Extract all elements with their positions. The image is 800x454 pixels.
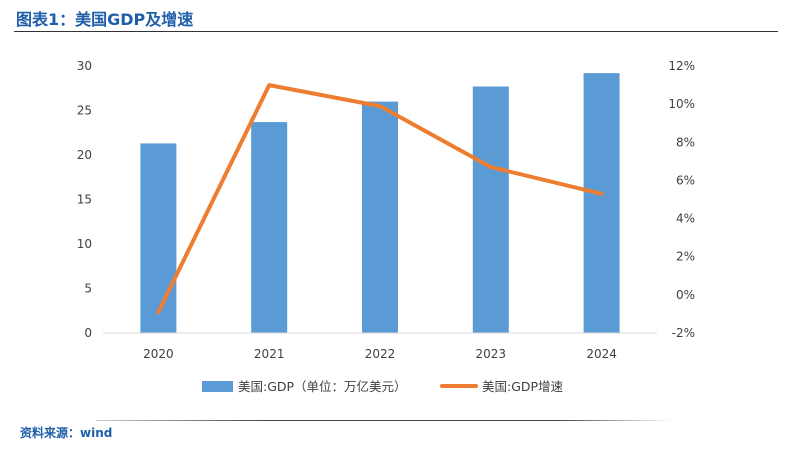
right-tick-label: -2% (672, 326, 695, 340)
right-tick-label: 12% (668, 59, 695, 73)
legend-gdp-label: 美国:GDP（单位：万亿美元） (238, 379, 407, 394)
title-divider (14, 31, 778, 32)
x-axis-ticks: 2020 2021 2022 2023 2024 (143, 347, 617, 361)
gdp-bars (140, 73, 620, 334)
gdp-bar-2022 (362, 101, 398, 333)
left-tick-label: 20 (77, 148, 92, 162)
data-source: 资料来源：wind (20, 426, 113, 440)
left-tick-label: 15 (77, 193, 92, 207)
x-tick-label: 2024 (586, 347, 617, 361)
left-axis-ticks: 0 5 10 15 20 25 30 (77, 59, 92, 340)
left-tick-label: 25 (77, 104, 92, 118)
right-axis-ticks: -2% 0% 2% 4% 6% 8% 10% 12% (668, 59, 695, 340)
gdp-bar-2024 (583, 73, 620, 334)
gdp-bar-2020 (140, 143, 177, 333)
chart-legend: 美国:GDP（单位：万亿美元） 美国:GDP增速 (202, 379, 564, 394)
right-tick-label: 2% (676, 250, 695, 264)
legend-gdp-swatch (202, 381, 233, 392)
legend-growth-label: 美国:GDP增速 (482, 379, 564, 394)
right-tick-label: 6% (676, 173, 695, 187)
right-tick-label: 0% (676, 288, 695, 302)
x-tick-label: 2023 (476, 347, 507, 361)
right-tick-label: 4% (676, 212, 695, 226)
x-tick-label: 2022 (365, 347, 396, 361)
growth-rate-line (156, 83, 604, 314)
gdp-bar-2021 (251, 122, 288, 333)
x-tick-label: 2020 (143, 347, 174, 361)
source-divider (96, 420, 672, 421)
left-tick-label: 10 (77, 237, 92, 251)
x-tick-label: 2021 (254, 347, 285, 361)
left-tick-label: 0 (84, 326, 92, 340)
gdp-bar-2023 (472, 86, 509, 333)
left-tick-label: 30 (77, 59, 92, 73)
right-tick-label: 10% (668, 97, 695, 111)
chart-title: 图表1：美国GDP及增速 (16, 10, 194, 29)
right-tick-label: 8% (676, 135, 695, 149)
left-tick-label: 5 (84, 282, 92, 296)
